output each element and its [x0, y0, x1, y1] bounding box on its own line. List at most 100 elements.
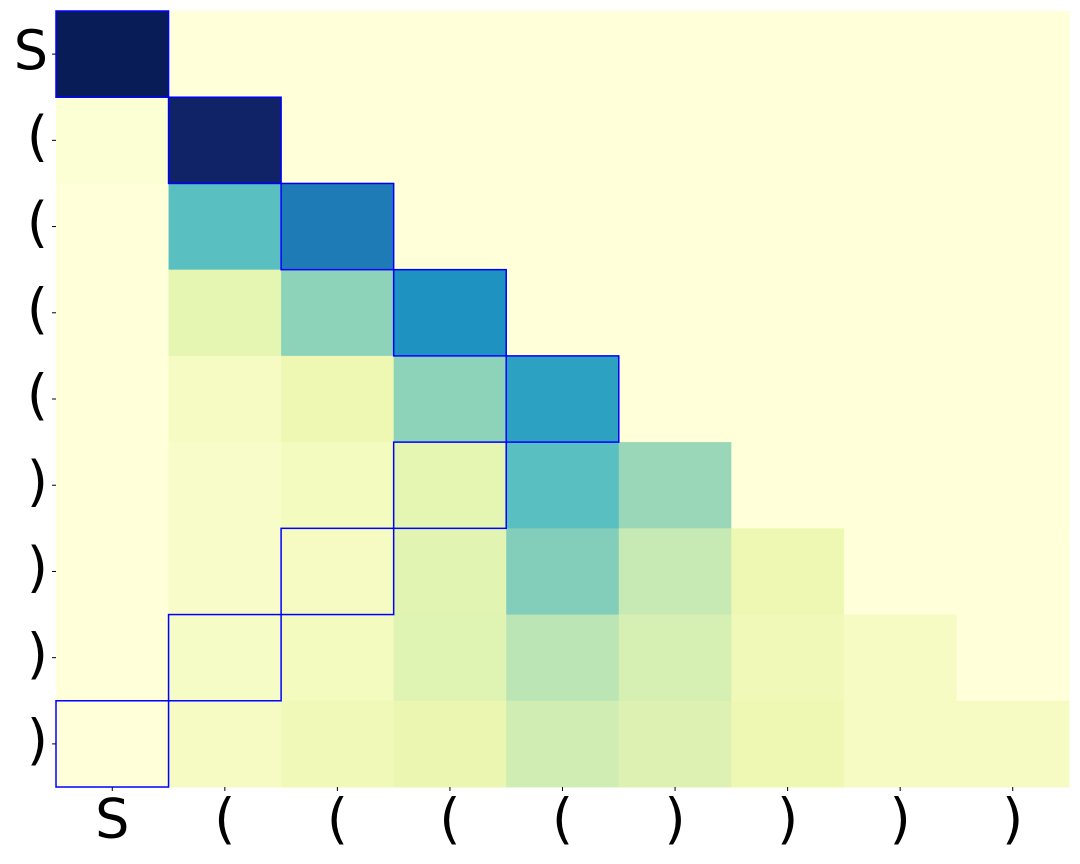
- heatmap-cell: [731, 700, 845, 788]
- heatmap-cell: [56, 700, 170, 788]
- highlight-box: [392, 441, 507, 530]
- heatmap-cell: [731, 183, 845, 271]
- heatmap-cell: [731, 355, 845, 443]
- heatmap-cell: [843, 11, 957, 98]
- y-tick-label: ): [27, 622, 48, 685]
- heatmap-cell: [393, 442, 507, 529]
- heatmap-cell: [618, 11, 732, 98]
- heatmap-cell: [731, 528, 845, 616]
- heatmap-cell: [281, 442, 395, 529]
- heatmap-cell: [56, 442, 170, 529]
- heatmap-cell: [843, 97, 957, 184]
- heatmap-cell: [393, 355, 507, 443]
- heatmap-cell: [843, 614, 957, 702]
- x-tick-label: (: [214, 788, 235, 851]
- heatmap-cell: [168, 700, 282, 788]
- heatmap-cell: [506, 269, 620, 357]
- heatmap-cell: [393, 614, 507, 702]
- heatmap-cell: [731, 269, 845, 357]
- heatmap-cell: [618, 355, 732, 443]
- heatmap-cell: [956, 11, 1070, 98]
- heatmap-cell: [956, 355, 1070, 443]
- heatmap-cell: [281, 700, 395, 788]
- heatmap-cell: [168, 97, 282, 184]
- heatmap-cell: [618, 97, 732, 184]
- y-tick-label: ): [27, 450, 48, 513]
- heatmap-cell: [956, 442, 1070, 529]
- heatmap-cell: [956, 269, 1070, 357]
- heatmap-cell: [56, 11, 170, 98]
- heatmap-cell: [168, 442, 282, 529]
- heatmap-cell: [843, 700, 957, 788]
- highlight-box: [167, 96, 282, 185]
- heatmap-cell: [393, 700, 507, 788]
- heatmap-cell: [956, 183, 1070, 271]
- x-tick-label: (: [327, 788, 348, 851]
- heatmap-cell: [506, 614, 620, 702]
- heatmap-cell: [956, 97, 1070, 184]
- heatmap-cell: [506, 700, 620, 788]
- heatmap-cell: [393, 528, 507, 616]
- highlight-box: [505, 355, 620, 443]
- y-tick-label: (: [27, 191, 48, 254]
- heatmap-cell: [843, 442, 957, 529]
- heatmap-cell: [281, 97, 395, 184]
- heatmap-cell: [506, 11, 620, 98]
- x-tick-label: ): [665, 788, 686, 851]
- heatmap-cell: [843, 355, 957, 443]
- heatmap-cell: [618, 442, 732, 529]
- y-tick-label: (: [27, 105, 48, 168]
- heatmap-cell: [956, 700, 1070, 788]
- heatmap-cell: [168, 269, 282, 357]
- heatmap-cell: [506, 442, 620, 529]
- heatmap-cell: [956, 528, 1070, 616]
- heatmap-cell: [506, 97, 620, 184]
- highlight-box: [392, 268, 507, 357]
- heatmap-cell: [168, 528, 282, 616]
- heatmap-cell: [731, 442, 845, 529]
- y-tick-label: ): [27, 709, 48, 772]
- heatmap-cell: [56, 614, 170, 702]
- heatmap-cell: [168, 11, 282, 98]
- heatmap-cell: [168, 355, 282, 443]
- x-tick-label: (: [439, 788, 460, 851]
- heatmap-cell: [281, 11, 395, 98]
- heatmap-cell: [56, 97, 170, 184]
- heatmap-cell: [281, 528, 395, 616]
- y-tick-label: (: [27, 277, 48, 340]
- heatmap-cell: [618, 528, 732, 616]
- heatmap-cell: [843, 183, 957, 271]
- heatmap-cell: [618, 700, 732, 788]
- heatmap-cell: [393, 269, 507, 357]
- heatmap-cell: [393, 11, 507, 98]
- heatmap-cell: [281, 614, 395, 702]
- heatmap-cell: [393, 97, 507, 184]
- heatmap-cell: [56, 355, 170, 443]
- heatmap-cell: [956, 614, 1070, 702]
- x-tick-label: ): [1002, 788, 1023, 851]
- heatmap-cell: [281, 269, 395, 357]
- heatmap-cell: [281, 183, 395, 271]
- highlight-box: [167, 613, 282, 702]
- heatmap-cell: [393, 183, 507, 271]
- heatmap-cell: [618, 269, 732, 357]
- heatmap-cell: [618, 614, 732, 702]
- x-tick-label: S: [95, 788, 129, 851]
- highlight-box: [280, 527, 395, 616]
- y-tick-label: ): [27, 536, 48, 599]
- heatmap-cell: [506, 528, 620, 616]
- y-tick-label: (: [27, 364, 48, 427]
- heatmap-cell: [168, 183, 282, 271]
- heatmap-cell: [731, 97, 845, 184]
- heatmap-cell: [56, 269, 170, 357]
- heatmap-cell: [281, 355, 395, 443]
- heatmap-cell: [506, 355, 620, 443]
- heatmap-cell: [731, 614, 845, 702]
- x-tick-label: (: [552, 788, 573, 851]
- y-tick-label: S: [14, 19, 48, 82]
- x-tick-label: ): [890, 788, 911, 851]
- heatmap-cell: [506, 183, 620, 271]
- heatmap-cell: [731, 11, 845, 98]
- highlight-box: [280, 182, 395, 271]
